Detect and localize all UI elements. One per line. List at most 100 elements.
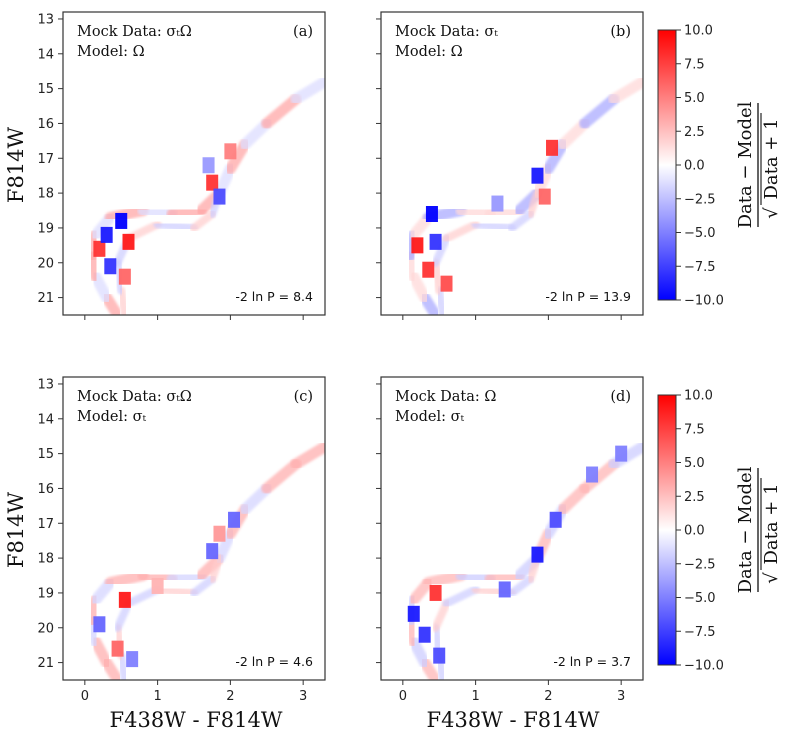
panel-b-track-segment: [608, 76, 643, 105]
colorbar-title-sqrt: √: [761, 572, 782, 584]
colorbar-tick-label: 2.5: [684, 125, 705, 140]
panel-a-residual-cell: [93, 240, 106, 257]
y-tick-label: 18: [37, 552, 54, 567]
panel-c-secondary-track-segment: [153, 585, 198, 597]
panel-b-secondary-track-segment: [442, 220, 480, 243]
panel-b-residual-cell: [422, 261, 435, 278]
panel-b-residual-cell: [538, 188, 551, 205]
panel-a-frame: [62, 11, 326, 316]
panel-a-mock-data-label: Mock Data: σₜΩ: [77, 24, 192, 40]
panel-d-residual-cell: [549, 511, 562, 528]
panel-a-letter: (a): [293, 24, 313, 40]
x-axis-title-left: F438W - F814W: [110, 708, 283, 732]
panel-b-frame: [380, 11, 644, 316]
panel-c-secondary-track-segment: [208, 554, 224, 583]
panel-b-residual-cell: [546, 139, 559, 156]
x-tick-label: 2: [226, 689, 234, 704]
y-tick-label: 19: [37, 586, 54, 601]
y-tick-label: 20: [37, 256, 54, 271]
x-tick-label: 1: [153, 689, 161, 704]
colorbar-title-numerator: Data − Model: [735, 466, 756, 593]
panel-b: Mock Data: σₜ Model: Ω (b) -2 ln P = 13.9: [376, 11, 644, 320]
panel-b-residual-cell: [491, 195, 504, 212]
panel-b-residual-cell: [531, 167, 544, 184]
panel-b-mock-data-label: Mock Data: σₜ: [395, 24, 498, 40]
y-tick-label: 20: [37, 621, 54, 636]
x-tick-label: 3: [299, 689, 307, 704]
panel-a-residual-cell: [202, 157, 215, 174]
colorbar-tick-label: 10.0: [684, 389, 713, 404]
panel-d-mock-data-label: Mock Data: Ω: [395, 389, 496, 405]
panel-c-secondary-track-segment: [117, 651, 129, 680]
y-tick-label: 16: [37, 117, 54, 132]
colorbar-tick-label: 7.5: [684, 57, 705, 72]
colorbars: 10.0 7.5 5.0 2.5 0.0 −2.5 −5.0 −7.5 −10.0 Data − …: [657, 24, 782, 674]
panel-b-statistic: -2 ln P = 13.9: [545, 289, 631, 304]
panel-d-secondary-track-segment: [442, 585, 480, 608]
panel-c-residual-cell: [126, 651, 139, 668]
panel-b-model-label: Model: Ω: [395, 44, 463, 60]
panel-d-track-segment: [422, 570, 467, 588]
colorbar-title-numerator: Data − Model: [735, 101, 756, 228]
panel-a: 13 14 15 16 17 18 19 20 21 Mock Data: σₜΩ Model: Ω…: [37, 11, 326, 320]
panel-b-secondary-track-segment: [471, 220, 516, 232]
x-tick-label: 1: [471, 689, 479, 704]
panel-c-frame: [62, 376, 326, 681]
panel-c-residual-cell: [151, 577, 164, 594]
colorbar-tick-label: 0.0: [684, 159, 705, 174]
panel-c-track-segment: [261, 458, 302, 494]
x-tick-label: 2: [544, 689, 552, 704]
panel-c-mock-data-label: Mock Data: σₜΩ: [77, 389, 192, 405]
panel-c-track-segment: [290, 441, 325, 470]
colorbar-tick-label: −5.0: [684, 591, 716, 606]
panel-b-secondary-track-segment: [431, 234, 451, 267]
panel-c-residual-cell: [93, 616, 106, 633]
panel-a-plot-area: [86, 76, 325, 315]
colorbar-tick-label: −2.5: [684, 192, 716, 207]
panel-b-plot-area: [404, 76, 643, 315]
colorbar-tick-label: −7.5: [684, 625, 716, 640]
x-tick-label: 0: [399, 689, 407, 704]
panel-c-letter: (c): [294, 389, 313, 405]
panel-a-residual-cell: [224, 143, 237, 160]
colorbar-title: Data − Model √ Data + 1: [735, 466, 782, 593]
panel-a-residual-cell: [100, 226, 113, 243]
panel-d-residual-cell: [531, 546, 544, 563]
panel-d-residual-cell: [498, 581, 511, 598]
colorbar-tick-label: 0.0: [684, 524, 705, 539]
panel-d-plot-area: [404, 441, 643, 680]
y-tick-label: 14: [37, 47, 54, 62]
y-tick-label: 17: [37, 517, 54, 532]
y-tick-label: 21: [37, 291, 54, 306]
panel-a-residual-cell: [206, 174, 219, 191]
panel-a-statistic: -2 ln P = 8.4: [235, 289, 313, 304]
colorbar-tick-label: 5.0: [684, 456, 705, 471]
panel-c-plot-area: [86, 441, 325, 680]
panel-b-track-segment: [579, 93, 620, 129]
panel-d-residual-cell: [433, 647, 446, 664]
colorbar-tick-label: −10.0: [684, 294, 724, 309]
panel-a-secondary-track-segment: [117, 286, 129, 315]
panel-c-statistic: -2 ln P = 4.6: [235, 654, 313, 669]
y-tick-label: 21: [37, 656, 54, 671]
colorbar-gradient: [657, 394, 677, 666]
colorbar-tick-label: −10.0: [684, 659, 724, 674]
panel-c-residual-cell: [111, 640, 124, 657]
colorbar-tick-label: −2.5: [684, 557, 716, 572]
panel-b-secondary-track-segment: [431, 258, 444, 295]
panel-a-residual-cell: [104, 258, 117, 275]
panel-b-secondary-track-segment: [435, 286, 447, 315]
panel-c-residual-cell: [206, 543, 219, 560]
panel-b-secondary-track-segment: [526, 189, 542, 218]
panel-d-letter: (d): [610, 389, 631, 405]
panel-c-residual-cell: [228, 511, 241, 528]
y-tick-label: 14: [37, 412, 54, 427]
y-tick-label: 15: [37, 82, 54, 97]
y-tick-label: 18: [37, 187, 54, 202]
colorbar-tick-label: 2.5: [684, 490, 705, 505]
panel-d-track-segment: [579, 458, 620, 494]
y-tick-label: 17: [37, 152, 54, 167]
panel-c-model-label: Model: σₜ: [77, 409, 146, 425]
